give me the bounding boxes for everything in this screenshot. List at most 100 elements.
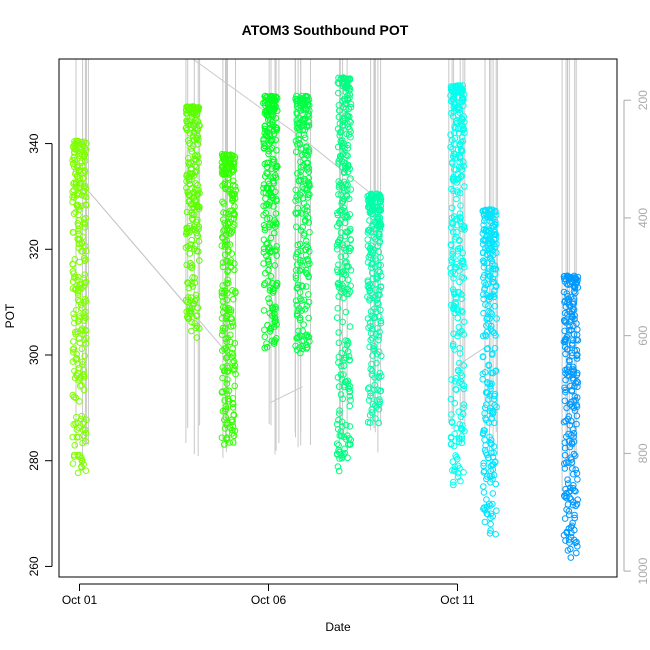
data-point — [447, 242, 455, 249]
data-point — [220, 441, 228, 448]
data-point — [190, 194, 198, 201]
data-point — [482, 414, 489, 422]
data-point — [483, 503, 491, 511]
data-point — [71, 374, 79, 382]
data-point — [368, 206, 376, 213]
data-point — [453, 176, 460, 184]
data-point — [78, 345, 86, 353]
data-point — [373, 403, 380, 411]
data-point — [221, 151, 228, 158]
data-point — [297, 96, 305, 103]
data-point — [269, 305, 277, 312]
data-point — [305, 179, 313, 187]
data-point — [222, 151, 230, 158]
data-point — [561, 336, 569, 343]
data-point — [458, 380, 466, 388]
data-point — [460, 274, 468, 282]
data-point — [223, 338, 230, 346]
data-point — [339, 318, 347, 326]
data-point — [342, 337, 350, 344]
data-point — [373, 296, 381, 304]
data-point — [488, 219, 495, 227]
data-point — [336, 129, 344, 136]
data-point — [451, 270, 459, 278]
data-point — [78, 412, 85, 420]
data-point — [339, 115, 347, 122]
data-point — [343, 82, 350, 90]
data-point — [191, 169, 198, 176]
data-point — [453, 386, 460, 394]
data-point — [184, 188, 191, 196]
data-point — [449, 153, 457, 160]
data-point — [564, 415, 572, 423]
data-point — [365, 324, 372, 332]
data-point — [567, 496, 575, 503]
data-point — [223, 421, 230, 429]
data-point — [345, 131, 353, 138]
data-point — [377, 283, 385, 290]
data-point — [265, 261, 273, 268]
data-point — [562, 386, 569, 394]
data-point — [569, 341, 576, 349]
data-point — [75, 284, 82, 291]
data-point — [218, 159, 226, 166]
data-point — [458, 307, 465, 315]
data-point — [269, 155, 277, 163]
data-point — [303, 270, 311, 278]
data-point — [224, 174, 232, 182]
data-point — [487, 255, 495, 263]
data-point — [566, 539, 573, 546]
data-point — [371, 374, 378, 381]
data-point — [483, 496, 490, 503]
data-point — [485, 206, 493, 214]
data-point — [561, 460, 568, 468]
track-line — [79, 180, 230, 356]
data-point — [451, 399, 459, 407]
data-point — [480, 291, 487, 298]
data-point — [456, 189, 464, 197]
data-point — [563, 272, 571, 280]
data-point — [74, 469, 82, 477]
data-point — [270, 203, 277, 210]
data-point — [194, 141, 202, 148]
data-point — [71, 367, 78, 375]
data-point — [375, 336, 382, 344]
data-point — [346, 423, 354, 430]
data-point — [333, 440, 341, 448]
data-point — [456, 329, 464, 336]
data-point — [335, 113, 343, 121]
data-point — [453, 215, 461, 223]
data-point — [262, 202, 270, 209]
data-point — [188, 304, 196, 312]
data-point — [341, 213, 348, 221]
data-point — [343, 341, 351, 349]
data-point — [448, 219, 456, 226]
data-point — [563, 290, 571, 297]
data-point — [218, 434, 226, 442]
data-point — [272, 124, 280, 131]
data-point — [196, 257, 203, 264]
data-point — [220, 227, 227, 235]
data-point — [189, 142, 197, 150]
data-point — [479, 376, 487, 383]
data-point — [223, 280, 230, 287]
data-point — [571, 274, 579, 282]
data-point — [76, 144, 84, 152]
data-point — [569, 465, 576, 472]
data-point — [306, 248, 313, 255]
data-point — [365, 285, 373, 292]
data-point — [292, 209, 299, 217]
data-point — [374, 299, 381, 307]
data-point — [483, 322, 490, 329]
data-point — [374, 242, 382, 250]
data-point — [219, 263, 227, 271]
data-point — [186, 177, 193, 184]
data-point — [377, 195, 385, 203]
data-point — [186, 181, 193, 188]
data-point — [73, 137, 81, 145]
data-point — [336, 107, 344, 114]
data-point — [561, 465, 569, 472]
data-point — [270, 130, 278, 138]
data-point — [335, 329, 343, 336]
data-point — [456, 105, 464, 113]
